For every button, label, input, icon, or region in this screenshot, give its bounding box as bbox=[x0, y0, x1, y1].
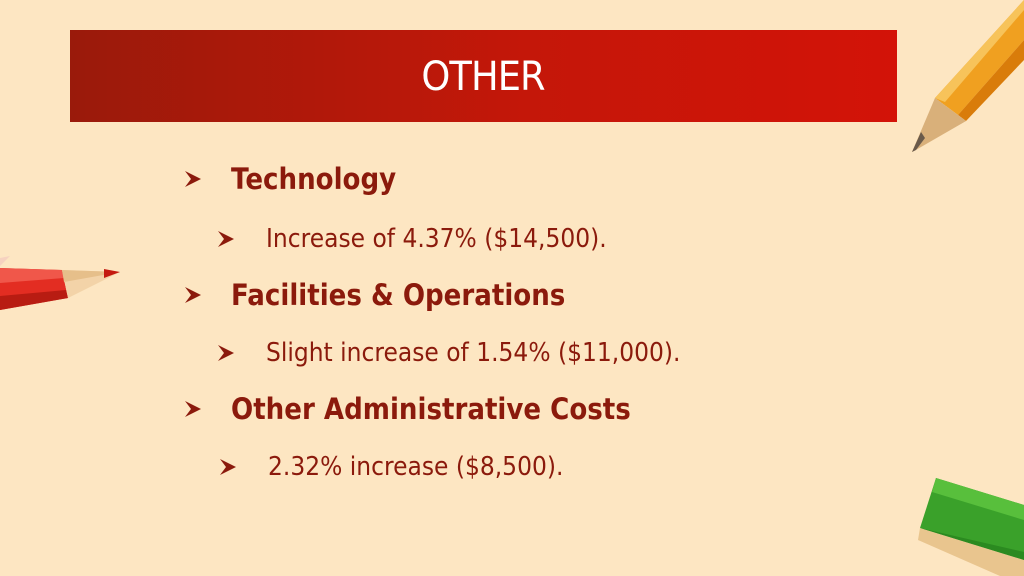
bullet-label: Technology bbox=[231, 162, 397, 196]
arrow-bullet-icon bbox=[216, 229, 236, 249]
title-banner: OTHER bbox=[70, 30, 897, 122]
list-item: Other Administrative Costs bbox=[183, 392, 675, 426]
arrow-bullet-icon bbox=[183, 285, 203, 305]
list-item: 2.32% increase ($8,500). bbox=[218, 452, 596, 482]
list-item: Increase of 4.37% ($14,500). bbox=[216, 224, 645, 254]
bullet-label: Facilities & Operations bbox=[231, 278, 566, 312]
list-item: Facilities & Operations bbox=[183, 278, 603, 312]
bullet-detail: Slight increase of 1.54% ($11,000). bbox=[266, 338, 681, 368]
list-item: Slight increase of 1.54% ($11,000). bbox=[216, 338, 727, 368]
page-title: OTHER bbox=[421, 54, 546, 100]
arrow-bullet-icon bbox=[218, 457, 238, 477]
arrow-bullet-icon bbox=[216, 343, 236, 363]
arrow-bullet-icon bbox=[183, 399, 203, 419]
arrow-bullet-icon bbox=[183, 169, 203, 189]
list-item: Technology bbox=[183, 162, 415, 196]
bullet-detail: 2.32% increase ($8,500). bbox=[268, 452, 564, 482]
bullet-detail: Increase of 4.37% ($14,500). bbox=[266, 224, 607, 254]
bullet-label: Other Administrative Costs bbox=[231, 392, 631, 426]
